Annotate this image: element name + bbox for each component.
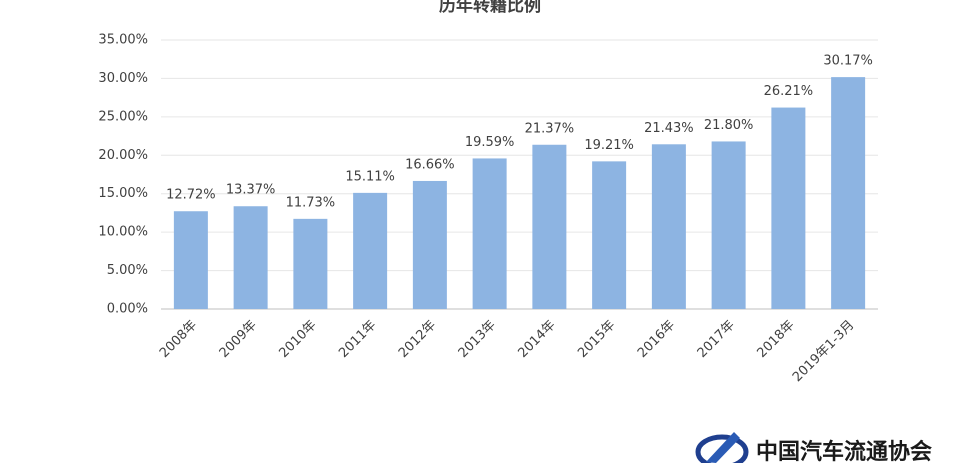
x-tick-label: 2019年1-3月 [790, 318, 857, 385]
value-label: 21.43% [644, 121, 694, 136]
x-tick-label: 2012年 [396, 318, 439, 361]
bar [233, 206, 268, 309]
logo-icon [706, 432, 740, 463]
logo: 中国汽车流通协会 [695, 432, 932, 463]
x-tick-label: 2014年 [515, 318, 558, 361]
bar [711, 141, 746, 309]
x-tick-label: 2011年 [336, 318, 379, 361]
x-tick-label: 2009年 [217, 318, 260, 361]
logo-icon [695, 434, 749, 463]
x-tick-label: 2008年 [157, 318, 200, 361]
value-label: 11.73% [286, 195, 336, 210]
bar [831, 77, 866, 309]
y-tick-label: 15.00% [98, 186, 148, 201]
logo-text: 中国汽车流通协会 [756, 439, 932, 463]
value-label: 16.66% [405, 157, 455, 172]
value-label: 21.37% [525, 121, 575, 136]
value-label: 13.37% [226, 183, 276, 198]
x-tick-label: 2016年 [635, 318, 678, 361]
y-tick-label: 30.00% [98, 71, 148, 86]
y-tick-label: 5.00% [107, 263, 148, 278]
x-tick-label: 2018年 [754, 318, 797, 361]
bar [353, 192, 388, 309]
chart-title: 历年转籍比例 [439, 0, 541, 16]
y-tick-label: 10.00% [98, 225, 148, 240]
value-label: 15.11% [345, 169, 395, 184]
y-tick-label: 0.00% [107, 302, 148, 317]
value-label: 26.21% [764, 84, 814, 99]
y-tick-label: 35.00% [98, 33, 148, 48]
value-label: 19.59% [465, 135, 515, 150]
y-tick-label: 25.00% [98, 109, 148, 124]
x-tick-label: 2010年 [276, 318, 319, 361]
bar [592, 161, 627, 309]
bar [293, 218, 328, 309]
x-tick-label: 2013年 [456, 318, 499, 361]
bar [472, 158, 507, 309]
value-label: 30.17% [823, 54, 873, 69]
bar [173, 211, 208, 309]
value-label: 19.21% [584, 138, 634, 153]
value-label: 12.72% [166, 188, 216, 203]
bar [651, 144, 686, 309]
value-label: 21.80% [704, 118, 754, 133]
y-tick-label: 20.00% [98, 148, 148, 163]
bar [412, 180, 447, 309]
x-tick-label: 2015年 [575, 318, 618, 361]
x-tick-label: 2017年 [695, 318, 738, 361]
bar [532, 144, 567, 309]
bar [771, 107, 806, 309]
